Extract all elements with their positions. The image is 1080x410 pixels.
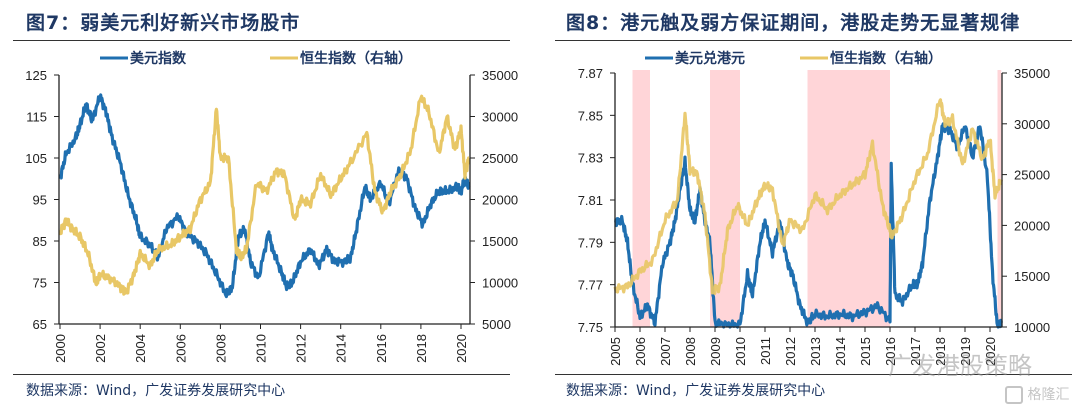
watermark-logo: 格隆汇 xyxy=(1005,384,1069,404)
y-tick-label: 75 xyxy=(33,276,47,291)
y-tick-label: 7.77 xyxy=(578,278,603,293)
x-tick-label: 2002 xyxy=(93,334,108,363)
watermark-text: 广发港股策略 xyxy=(888,352,1032,380)
figure7-title: 图7：弱美元利好新兴市场股市 xyxy=(26,12,301,34)
y2-tick-label: 25000 xyxy=(1014,168,1050,183)
x-tick-label: 2005 xyxy=(608,337,623,366)
y2-tick-label: 15000 xyxy=(482,234,518,249)
x-tick-label: 2018 xyxy=(933,337,948,366)
shaded-period xyxy=(997,70,1002,327)
y-tick-label: 85 xyxy=(33,234,47,249)
x-tick-label: 2004 xyxy=(133,334,148,363)
x-tick-label: 2008 xyxy=(683,337,698,366)
x-tick-label: 2017 xyxy=(908,337,923,366)
y2-tick-label: 5000 xyxy=(482,317,511,332)
y2-tick-label: 35000 xyxy=(482,68,518,83)
x-tick-label: 2013 xyxy=(808,337,823,366)
y2-tick-label: 10000 xyxy=(1014,320,1050,335)
legend-label: 美元兑港元 xyxy=(675,50,745,67)
figure7-title-rule xyxy=(13,40,510,41)
series-line-right xyxy=(58,94,471,296)
x-tick-label: 2020 xyxy=(454,334,469,363)
y2-tick-label: 20000 xyxy=(1014,218,1050,233)
x-tick-label: 2012 xyxy=(294,334,309,363)
x-tick-label: 2011 xyxy=(758,337,773,365)
series-line-right xyxy=(613,98,1003,295)
chart-2: 7.87 7.85 7.83 7.81 7.79 7.77 7.75 35000 30000 25… xyxy=(578,50,1050,366)
y-tick-label: 105 xyxy=(25,151,47,166)
x-tick-label: 2020 xyxy=(983,337,998,366)
series-line-left xyxy=(613,122,1003,329)
figure8-footer-rule xyxy=(555,374,1072,375)
x-tick-label: 2019 xyxy=(958,337,973,366)
x-tick-label: 2012 xyxy=(783,337,798,366)
figure7-footer-rule xyxy=(13,374,510,375)
x-tick-label: 2006 xyxy=(633,337,648,366)
x-tick-label: 2007 xyxy=(658,337,673,366)
x-tick-label: 2014 xyxy=(334,334,349,363)
x-tick-label: 2008 xyxy=(213,334,228,363)
y-tick-label: 125 xyxy=(25,68,47,83)
x-tick-label: 2015 xyxy=(858,337,873,366)
x-tick-label: 2006 xyxy=(173,334,188,363)
figure8-title: 图8：港元触及弱方保证期间，港股走势无显著规律 xyxy=(566,12,1021,34)
legend-label: 恒生指数（右轴） xyxy=(830,50,942,67)
y-tick-label: 7.87 xyxy=(578,66,603,81)
x-tick-label: 2000 xyxy=(53,334,68,363)
figure7-panel: 图7：弱美元利好新兴市场股市 数据来源：Wind，广发证券发展研究中心 xyxy=(13,12,510,399)
y-tick-label: 95 xyxy=(33,193,47,208)
legend-label: 恒生指数（右轴） xyxy=(300,50,412,67)
y2-tick-label: 30000 xyxy=(482,110,518,125)
x-tick-label: 2018 xyxy=(414,334,429,363)
legend-label: 美元指数 xyxy=(130,50,187,67)
chart-1: 125 115 105 95 85 75 65 35000 30000 25000 20000 150… xyxy=(25,50,518,363)
figure8-panel: 图8：港元触及弱方保证期间，港股走势无显著规律 数据来源：Wind，广发证券发展… xyxy=(540,0,1080,410)
watermark-logo-text: 格隆汇 xyxy=(1027,387,1070,403)
x-tick-label: 2010 xyxy=(733,337,748,366)
y-tick-label: 65 xyxy=(33,317,47,332)
y-tick-label: 7.81 xyxy=(578,193,603,208)
y-tick-label: 115 xyxy=(26,110,47,125)
y-tick-label: 7.79 xyxy=(578,235,603,250)
series-line-left xyxy=(58,93,471,299)
x-tick-label: 2016 xyxy=(374,334,389,363)
figure8-title-rule xyxy=(555,40,1072,41)
y2-tick-label: 20000 xyxy=(482,193,518,208)
x-tick-label: 2009 xyxy=(708,337,723,366)
y2-tick-label: 30000 xyxy=(1014,117,1050,132)
x-tick-label: 2014 xyxy=(833,337,848,366)
x-tick-label: 2016 xyxy=(883,337,898,366)
y2-tick-label: 15000 xyxy=(1014,269,1050,284)
figure8-source: 数据来源：Wind，广发证券发展研究中心 xyxy=(566,383,826,399)
x-tick-label: 2010 xyxy=(254,334,269,363)
y2-tick-label: 25000 xyxy=(482,151,518,166)
y2-tick-label: 35000 xyxy=(1014,66,1050,81)
y-tick-label: 7.83 xyxy=(578,151,603,166)
watermark-logo-icon xyxy=(1005,386,1023,404)
y2-tick-label: 10000 xyxy=(482,276,518,291)
figure7-source: 数据来源：Wind，广发证券发展研究中心 xyxy=(26,383,286,399)
y-tick-label: 7.85 xyxy=(578,108,603,123)
y-tick-label: 7.75 xyxy=(578,320,603,335)
